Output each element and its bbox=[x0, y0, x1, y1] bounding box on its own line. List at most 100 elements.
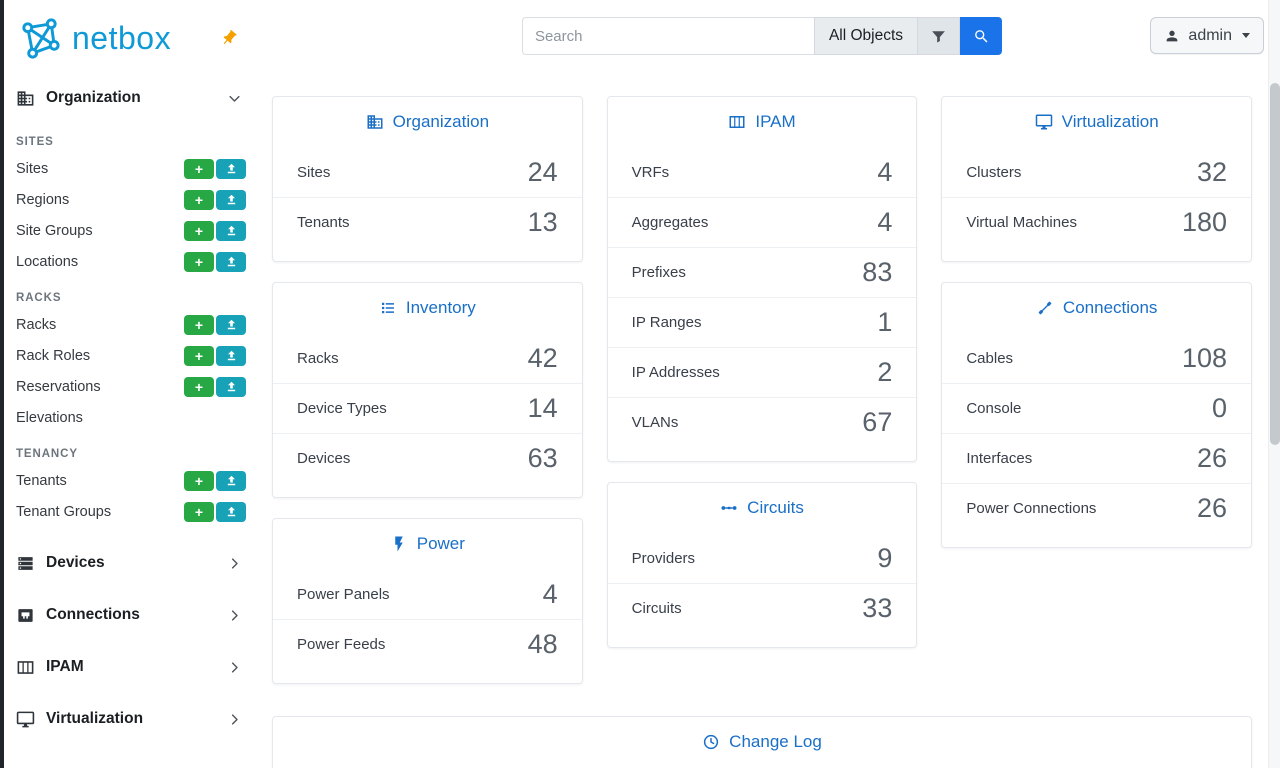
racks-import-button[interactable] bbox=[216, 314, 246, 335]
sidebar-menu-virtualization[interactable]: Virtualization bbox=[4, 693, 256, 745]
stat-label: Aggregates bbox=[631, 214, 709, 231]
stat-row-cables[interactable]: Cables 108 bbox=[942, 333, 1251, 383]
search-input[interactable] bbox=[521, 17, 814, 55]
stat-row-aggregates[interactable]: Aggregates 4 bbox=[607, 197, 917, 247]
sidebar-item-label: Regions bbox=[16, 191, 70, 208]
stat-row-providers[interactable]: Providers 9 bbox=[608, 533, 917, 583]
stat-value: 4 bbox=[542, 578, 558, 609]
sidebar-menu-organization[interactable]: Organization bbox=[4, 75, 256, 121]
site-groups-import-button[interactable] bbox=[216, 220, 246, 241]
card-title-text: Organization bbox=[392, 112, 490, 131]
tenants-import-button[interactable] bbox=[216, 470, 246, 491]
stat-value: 26 bbox=[1196, 493, 1228, 523]
group-header-tenancy: TENANCY bbox=[16, 448, 78, 460]
reservations-add-button[interactable]: + bbox=[184, 376, 214, 397]
sidebar-item-site-groups[interactable]: Site Groups + bbox=[4, 215, 256, 246]
sites-import-button[interactable] bbox=[216, 158, 246, 179]
counter-icon bbox=[728, 113, 746, 131]
upload-icon bbox=[226, 163, 237, 174]
quick-actions: + bbox=[184, 251, 246, 272]
tenant-groups-add-button[interactable]: + bbox=[184, 501, 214, 522]
menu-label: Organization bbox=[46, 89, 141, 106]
sidebar-item-sites[interactable]: Sites + bbox=[4, 153, 256, 184]
transit-connection-icon bbox=[720, 499, 738, 517]
plus-icon: + bbox=[194, 503, 204, 520]
sidebar-item-regions[interactable]: Regions + bbox=[4, 184, 256, 215]
building-icon bbox=[366, 113, 384, 131]
plus-icon: + bbox=[194, 253, 204, 270]
sidebar-item-elevations[interactable]: Elevations bbox=[4, 402, 256, 433]
stat-value: 4 bbox=[877, 156, 893, 187]
sidebar-item-rack-roles[interactable]: Rack Roles + bbox=[4, 340, 256, 371]
stat-row-device-types[interactable]: Device Types 14 bbox=[273, 383, 582, 433]
funnel-icon bbox=[930, 28, 947, 45]
racks-add-button[interactable]: + bbox=[184, 314, 214, 335]
stat-row-vlans[interactable]: VLANs 67 bbox=[607, 397, 917, 447]
sidebar-item-reservations[interactable]: Reservations + bbox=[4, 371, 256, 402]
sidebar-menu-devices[interactable]: Devices bbox=[4, 537, 256, 589]
card-inventory: Inventory Racks 42 Device Types 14 Devic… bbox=[272, 282, 583, 498]
scrollbar[interactable] bbox=[1268, 0, 1280, 768]
stat-value: 42 bbox=[527, 342, 558, 373]
sidebar-item-locations[interactable]: Locations + bbox=[4, 246, 256, 277]
tenant-groups-import-button[interactable] bbox=[216, 501, 246, 522]
stat-row-ip-addresses[interactable]: IP Addresses 2 bbox=[607, 347, 917, 397]
filter-button[interactable] bbox=[918, 17, 961, 55]
regions-add-button[interactable]: + bbox=[184, 189, 214, 210]
stat-label: Racks bbox=[297, 349, 339, 367]
group-header-sites: SITES bbox=[16, 136, 54, 148]
regions-import-button[interactable] bbox=[216, 189, 246, 210]
stat-row-vrfs[interactable]: VRFs 4 bbox=[608, 147, 917, 197]
stat-row-power-panels[interactable]: Power Panels 4 bbox=[273, 569, 582, 619]
rack-roles-import-button[interactable] bbox=[216, 345, 246, 366]
stat-row-console[interactable]: Console 0 bbox=[942, 383, 1252, 433]
card-title-text: Inventory bbox=[405, 298, 476, 317]
main-content: All Objects admin Organi bbox=[256, 0, 1268, 768]
card-title: Connections bbox=[942, 283, 1251, 333]
sidebar-item-label: Site Groups bbox=[16, 222, 93, 239]
stat-row-circuits[interactable]: Circuits 33 bbox=[607, 583, 917, 633]
stat-row-virtual-machines[interactable]: Virtual Machines 180 bbox=[942, 197, 1252, 247]
locations-add-button[interactable]: + bbox=[184, 251, 214, 272]
stat-label: Prefixes bbox=[631, 264, 686, 281]
chevron-right-icon bbox=[227, 660, 242, 675]
scrollbar-thumb[interactable] bbox=[1270, 83, 1280, 445]
site-groups-add-button[interactable]: + bbox=[184, 220, 214, 241]
stat-value: 32 bbox=[1196, 156, 1228, 187]
tenants-add-button[interactable]: + bbox=[184, 470, 214, 491]
locations-import-button[interactable] bbox=[216, 251, 246, 272]
stat-row-sites[interactable]: Sites 24 bbox=[273, 147, 582, 197]
sidebar-item-racks[interactable]: Racks + bbox=[4, 309, 256, 340]
stat-row-prefixes[interactable]: Prefixes 83 bbox=[607, 247, 917, 297]
stat-row-interfaces[interactable]: Interfaces 26 bbox=[942, 433, 1252, 483]
counter-icon bbox=[16, 658, 35, 677]
stat-row-power-connections[interactable]: Power Connections 26 bbox=[942, 483, 1252, 533]
sidebar-menu-ipam[interactable]: IPAM bbox=[4, 641, 256, 693]
stat-value: 14 bbox=[527, 393, 558, 423]
stat-row-power-feeds[interactable]: Power Feeds 48 bbox=[273, 619, 582, 669]
netbox-logo-text[interactable]: netbox bbox=[72, 20, 172, 56]
stat-row-ip-ranges[interactable]: IP Ranges 1 bbox=[607, 297, 917, 347]
sidebar-item-tenant-groups[interactable]: Tenant Groups + bbox=[4, 496, 256, 527]
user-menu-button[interactable]: admin bbox=[1150, 17, 1264, 54]
pin-sidebar-button[interactable] bbox=[220, 29, 238, 47]
sidebar-item-tenants[interactable]: Tenants + bbox=[4, 465, 256, 496]
search-button[interactable] bbox=[960, 17, 1003, 55]
stat-value: 83 bbox=[862, 257, 893, 287]
sidebar-menu-connections[interactable]: Connections bbox=[4, 589, 256, 641]
sites-add-button[interactable]: + bbox=[184, 158, 214, 179]
building-icon bbox=[16, 89, 35, 108]
card-title-text: Circuits bbox=[747, 498, 804, 517]
stat-value: 2 bbox=[877, 357, 893, 387]
dashboard-cards: Organization Sites 24 Tenants 13 Invento… bbox=[256, 72, 1268, 684]
stat-row-clusters[interactable]: Clusters 32 bbox=[942, 147, 1251, 197]
object-type-dropdown[interactable]: All Objects bbox=[813, 17, 919, 55]
stat-row-tenants[interactable]: Tenants 13 bbox=[273, 197, 582, 247]
reservations-import-button[interactable] bbox=[216, 376, 246, 397]
sidebar-item-label: Sites bbox=[16, 160, 49, 177]
rack-roles-add-button[interactable]: + bbox=[184, 345, 214, 366]
netbox-logo-icon[interactable] bbox=[16, 15, 63, 62]
stat-row-devices[interactable]: Devices 63 bbox=[273, 433, 582, 483]
stat-row-racks[interactable]: Racks 42 bbox=[273, 333, 582, 383]
